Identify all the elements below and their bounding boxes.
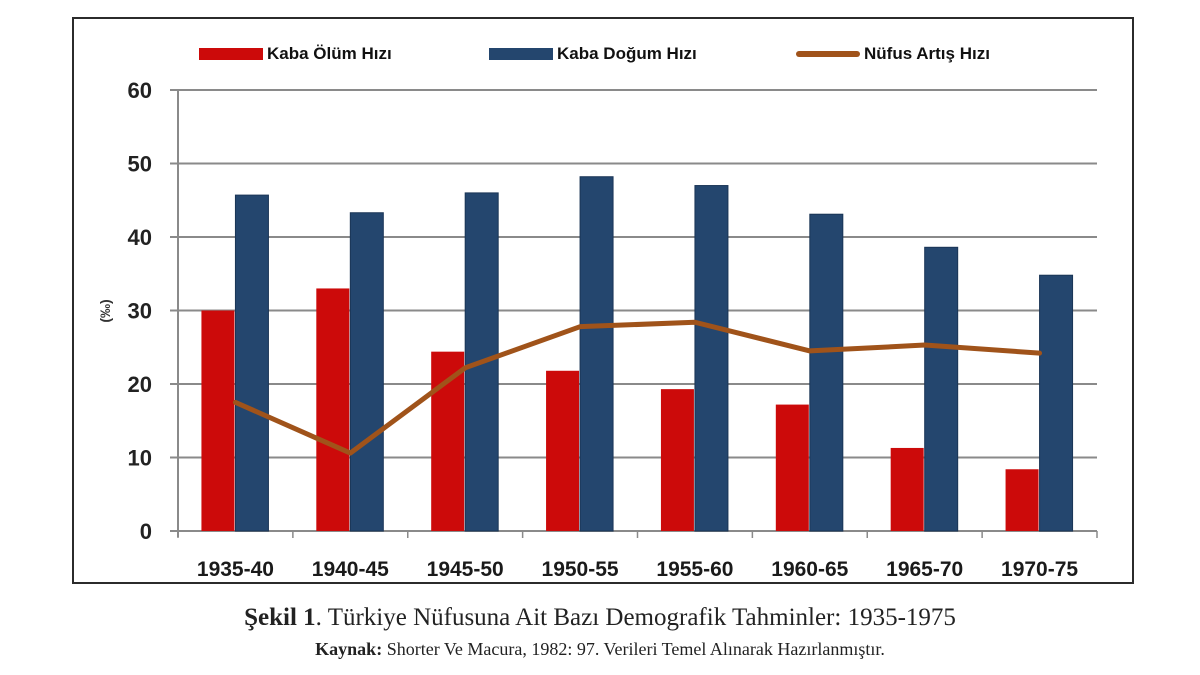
bar-death-rate: [660, 389, 694, 531]
chart-frame: [72, 17, 1134, 584]
y-tick-label: 60: [128, 78, 152, 103]
legend-swatch-growth: [796, 51, 860, 57]
x-tick-label: 1970-75: [1001, 558, 1078, 581]
legend-item-growth-rate: Nüfus Artış Hızı: [796, 44, 990, 64]
figure-label: Şekil 1: [244, 604, 316, 631]
y-tick-label: 50: [128, 152, 152, 177]
bar-death-rate: [890, 447, 924, 531]
y-tick-label: 40: [128, 225, 152, 250]
x-tick-label: 1955-60: [656, 558, 733, 581]
bar-death-rate: [201, 310, 235, 531]
line-growth-rate: [232, 319, 1043, 456]
bar-birth-rate: [1039, 274, 1074, 532]
legend-item-birth-rate: Kaba Doğum Hızı: [489, 44, 697, 64]
bar-death-rate: [1005, 469, 1039, 531]
chart-plot-area: 0 10 20 30 40 50 60 (‰) 1935-40 1940-45 1945-50 195…: [97, 78, 1098, 581]
source-text: Shorter Ve Macura, 1982: 97. Verileri Te…: [382, 639, 885, 659]
legend-label: Kaba Ölüm Hızı: [267, 44, 392, 63]
x-tick-label: 1945-50: [427, 558, 504, 581]
legend-swatch-birth: [489, 48, 553, 60]
x-tick-label: 1965-70: [886, 558, 963, 581]
y-tick-label: 10: [128, 446, 152, 471]
bar-birth-rate: [809, 213, 844, 532]
legend-swatch-death: [199, 48, 263, 60]
bar-birth-rate: [924, 246, 959, 532]
bar-death-rate: [775, 404, 809, 531]
x-tick-label: 1935-40: [197, 558, 274, 581]
figure-caption: Şekil 1. Türkiye Nüfusuna Ait Bazı Demog…: [0, 604, 1200, 632]
legend-item-death-rate: Kaba Ölüm Hızı: [199, 44, 392, 64]
x-tick-label: 1960-65: [771, 558, 848, 581]
legend-label: Kaba Doğum Hızı: [557, 44, 697, 63]
source-caption: Kaynak: Shorter Ve Macura, 1982: 97. Ver…: [0, 639, 1200, 660]
y-tick-label: 30: [128, 299, 152, 324]
figure-title: . Türkiye Nüfusuna Ait Bazı Demografik T…: [315, 604, 956, 631]
x-tick-label: 1940-45: [312, 558, 389, 581]
bar-death-rate: [316, 288, 350, 531]
y-axis-label: (‰): [97, 299, 113, 322]
bar-birth-rate: [349, 212, 384, 532]
bar-birth-rate: [694, 185, 729, 532]
source-label: Kaynak:: [315, 639, 383, 659]
legend-label: Nüfus Artış Hızı: [864, 44, 990, 63]
chart-legend: Kaba Ölüm Hızı Kaba Doğum Hızı Nüfus Art…: [0, 44, 1200, 68]
x-tick-label: 1950-55: [542, 558, 619, 581]
bar-birth-rate: [579, 176, 614, 532]
bar-death-rate: [546, 370, 580, 531]
y-tick-label: 20: [128, 372, 152, 397]
bar-birth-rate: [234, 194, 269, 532]
y-tick-label: 0: [140, 519, 152, 544]
